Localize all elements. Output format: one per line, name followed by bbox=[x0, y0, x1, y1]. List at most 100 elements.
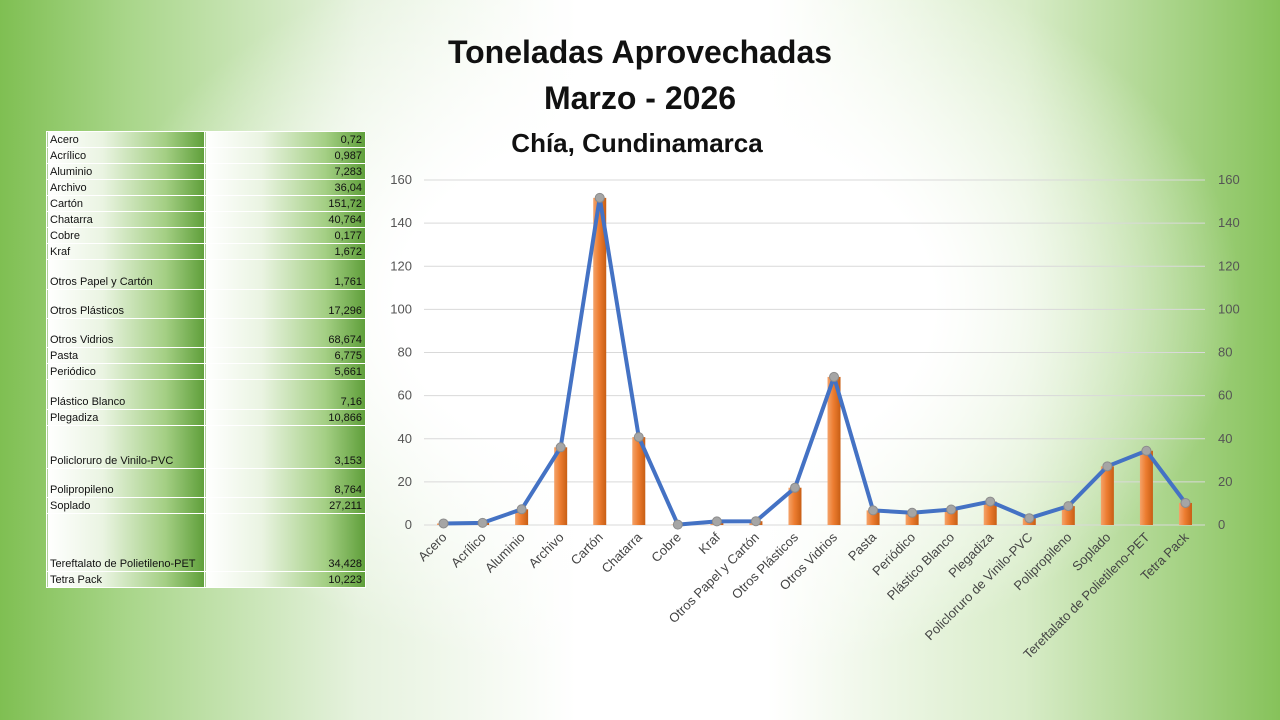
y2-tick-label: 80 bbox=[1218, 345, 1232, 360]
table-row: Tetra Pack 10,223 bbox=[45, 571, 366, 588]
table-row: Policloruro de Vinilo-PVC 3,153 bbox=[45, 425, 366, 469]
row-label: Aluminio bbox=[45, 163, 206, 180]
line-point bbox=[594, 192, 605, 203]
row-value: 17,296 bbox=[204, 289, 366, 319]
row-value: 7,283 bbox=[204, 163, 366, 180]
line-point bbox=[1063, 501, 1074, 512]
x-tick-label: Archivo bbox=[526, 530, 567, 571]
table-row: Aluminio 7,283 bbox=[45, 163, 366, 180]
data-table: Acero 0,72 Acrílico 0,987 Aluminio 7,283 Archi… bbox=[45, 131, 366, 588]
line-point bbox=[633, 432, 644, 443]
table-row: Kraf 1,672 bbox=[45, 243, 366, 260]
row-value: 36,04 bbox=[204, 179, 366, 196]
row-value: 68,674 bbox=[204, 318, 366, 348]
table-row: Archivo 36,04 bbox=[45, 179, 366, 196]
row-label: Otros Papel y Cartón bbox=[45, 259, 206, 290]
line-point bbox=[672, 519, 683, 530]
line-point bbox=[555, 442, 566, 453]
chart-subtitle: Chía, Cundinamarca bbox=[511, 128, 763, 158]
y-tick-label: 20 bbox=[398, 474, 412, 489]
line-point bbox=[438, 518, 449, 529]
line-point bbox=[1141, 445, 1152, 456]
table-row: Acero 0,72 bbox=[45, 131, 366, 148]
line-point bbox=[907, 507, 918, 518]
row-label: Policloruro de Vinilo-PVC bbox=[45, 425, 206, 469]
row-value: 10,223 bbox=[204, 571, 366, 588]
row-label: Cartón bbox=[45, 195, 206, 212]
y2-tick-label: 20 bbox=[1218, 474, 1232, 489]
bar bbox=[632, 437, 646, 525]
row-value: 3,153 bbox=[204, 425, 366, 469]
bar bbox=[1061, 506, 1075, 525]
bar bbox=[515, 509, 529, 525]
x-tick-label: Chatarra bbox=[599, 529, 646, 576]
bar bbox=[593, 197, 607, 525]
row-value: 10,866 bbox=[204, 409, 366, 426]
y2-tick-label: 160 bbox=[1218, 172, 1240, 187]
y2-tick-label: 0 bbox=[1218, 517, 1225, 532]
bar bbox=[788, 487, 802, 525]
table-row: Plegadiza 10,866 bbox=[45, 409, 366, 426]
x-tick-label: Kraf bbox=[696, 529, 724, 557]
line-point bbox=[946, 504, 957, 515]
row-value: 34,428 bbox=[204, 513, 366, 572]
table-row: Soplado 27,211 bbox=[45, 497, 366, 514]
row-label: Acero bbox=[45, 131, 206, 148]
row-label: Otros Vidrios bbox=[45, 318, 206, 348]
bar bbox=[1139, 450, 1153, 525]
y-tick-label: 120 bbox=[390, 258, 412, 273]
chart-title-line1: Toneladas Aprovechadas bbox=[447, 34, 833, 70]
y2-tick-label: 60 bbox=[1218, 388, 1232, 403]
bar bbox=[827, 376, 841, 525]
row-label: Periódico bbox=[45, 363, 206, 380]
row-label: Otros Plásticos bbox=[45, 289, 206, 319]
line-point bbox=[985, 496, 996, 507]
line-point bbox=[868, 505, 879, 516]
row-value: 0,177 bbox=[204, 227, 366, 244]
x-tick-label: Cartón bbox=[568, 530, 606, 568]
row-label: Soplado bbox=[45, 497, 206, 514]
bar bbox=[1178, 502, 1192, 525]
table-row: Otros Vidrios 68,674 bbox=[45, 318, 366, 348]
y2-tick-label: 100 bbox=[1218, 301, 1240, 316]
y-tick-label: 60 bbox=[398, 388, 412, 403]
table-row: Plástico Blanco 7,16 bbox=[45, 379, 366, 410]
bar bbox=[983, 501, 997, 525]
y-tick-label: 80 bbox=[398, 345, 412, 360]
line-point bbox=[829, 371, 840, 382]
x-tick-label: Plástico Blanco bbox=[884, 530, 957, 603]
row-label: Plástico Blanco bbox=[45, 379, 206, 410]
y-tick-label: 0 bbox=[405, 517, 412, 532]
bar bbox=[1100, 466, 1114, 525]
chart-title-line2: Marzo - 2026 bbox=[543, 80, 737, 116]
y-tick-label: 40 bbox=[398, 431, 412, 446]
table-row: Otros Plásticos 17,296 bbox=[45, 289, 366, 319]
line-point bbox=[789, 482, 800, 493]
bar bbox=[554, 447, 568, 525]
table-row: Pasta 6,775 bbox=[45, 347, 366, 364]
x-tick-label: Acero bbox=[415, 530, 450, 565]
y-tick-label: 100 bbox=[390, 301, 412, 316]
row-value: 151,72 bbox=[204, 195, 366, 212]
row-value: 0,72 bbox=[204, 131, 366, 148]
y2-tick-label: 40 bbox=[1218, 431, 1232, 446]
table-row: Cartón 151,72 bbox=[45, 195, 366, 212]
row-label: Plegadiza bbox=[45, 409, 206, 426]
row-label: Chatarra bbox=[45, 211, 206, 228]
row-label: Kraf bbox=[45, 243, 206, 260]
row-label: Pasta bbox=[45, 347, 206, 364]
line-point bbox=[477, 517, 488, 528]
bar bbox=[944, 509, 958, 525]
x-tick-label: Pasta bbox=[845, 529, 880, 564]
y2-tick-label: 140 bbox=[1218, 215, 1240, 230]
line-point bbox=[1102, 461, 1113, 472]
line-point bbox=[750, 516, 761, 527]
row-label: Tetra Pack bbox=[45, 571, 206, 588]
y-tick-label: 160 bbox=[390, 172, 412, 187]
x-tick-label: Cobre bbox=[648, 530, 684, 566]
row-value: 40,764 bbox=[204, 211, 366, 228]
line-point bbox=[711, 516, 722, 527]
line-point bbox=[1180, 497, 1191, 508]
y-tick-label: 140 bbox=[390, 215, 412, 230]
